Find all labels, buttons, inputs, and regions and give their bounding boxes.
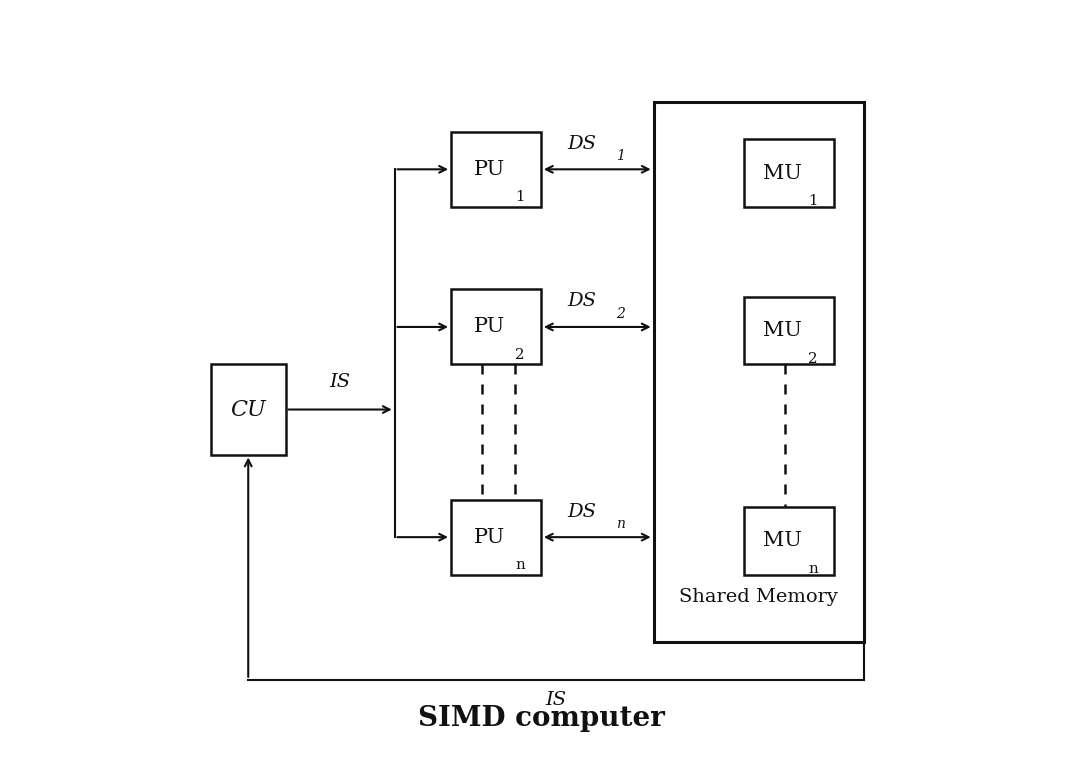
- Text: MU: MU: [763, 531, 802, 550]
- Text: Shared Memory: Shared Memory: [679, 588, 839, 606]
- Text: 2: 2: [515, 348, 525, 362]
- Bar: [743, 140, 834, 207]
- Text: SIMD computer: SIMD computer: [418, 705, 664, 732]
- Text: n: n: [515, 558, 525, 572]
- Text: CU: CU: [230, 398, 266, 420]
- Bar: [743, 297, 834, 364]
- Bar: [451, 289, 541, 364]
- Text: PU: PU: [474, 160, 505, 179]
- Text: MU: MU: [763, 321, 802, 340]
- Text: DS: DS: [568, 502, 597, 521]
- Text: PU: PU: [474, 528, 505, 546]
- Bar: [451, 499, 541, 575]
- Text: DS: DS: [568, 135, 597, 153]
- Text: 2: 2: [808, 351, 818, 366]
- Text: 1: 1: [616, 150, 625, 163]
- Bar: [743, 507, 834, 575]
- Bar: [211, 364, 286, 455]
- Text: IS: IS: [545, 691, 567, 709]
- Text: MU: MU: [763, 164, 802, 183]
- Text: PU: PU: [474, 317, 505, 336]
- Bar: [451, 132, 541, 207]
- Text: n: n: [616, 517, 625, 531]
- Text: DS: DS: [568, 292, 597, 310]
- Bar: [654, 102, 863, 642]
- Text: n: n: [808, 562, 818, 576]
- Text: 1: 1: [808, 194, 818, 208]
- Text: IS: IS: [330, 373, 351, 391]
- Text: 1: 1: [515, 191, 525, 204]
- Text: 2: 2: [616, 307, 625, 321]
